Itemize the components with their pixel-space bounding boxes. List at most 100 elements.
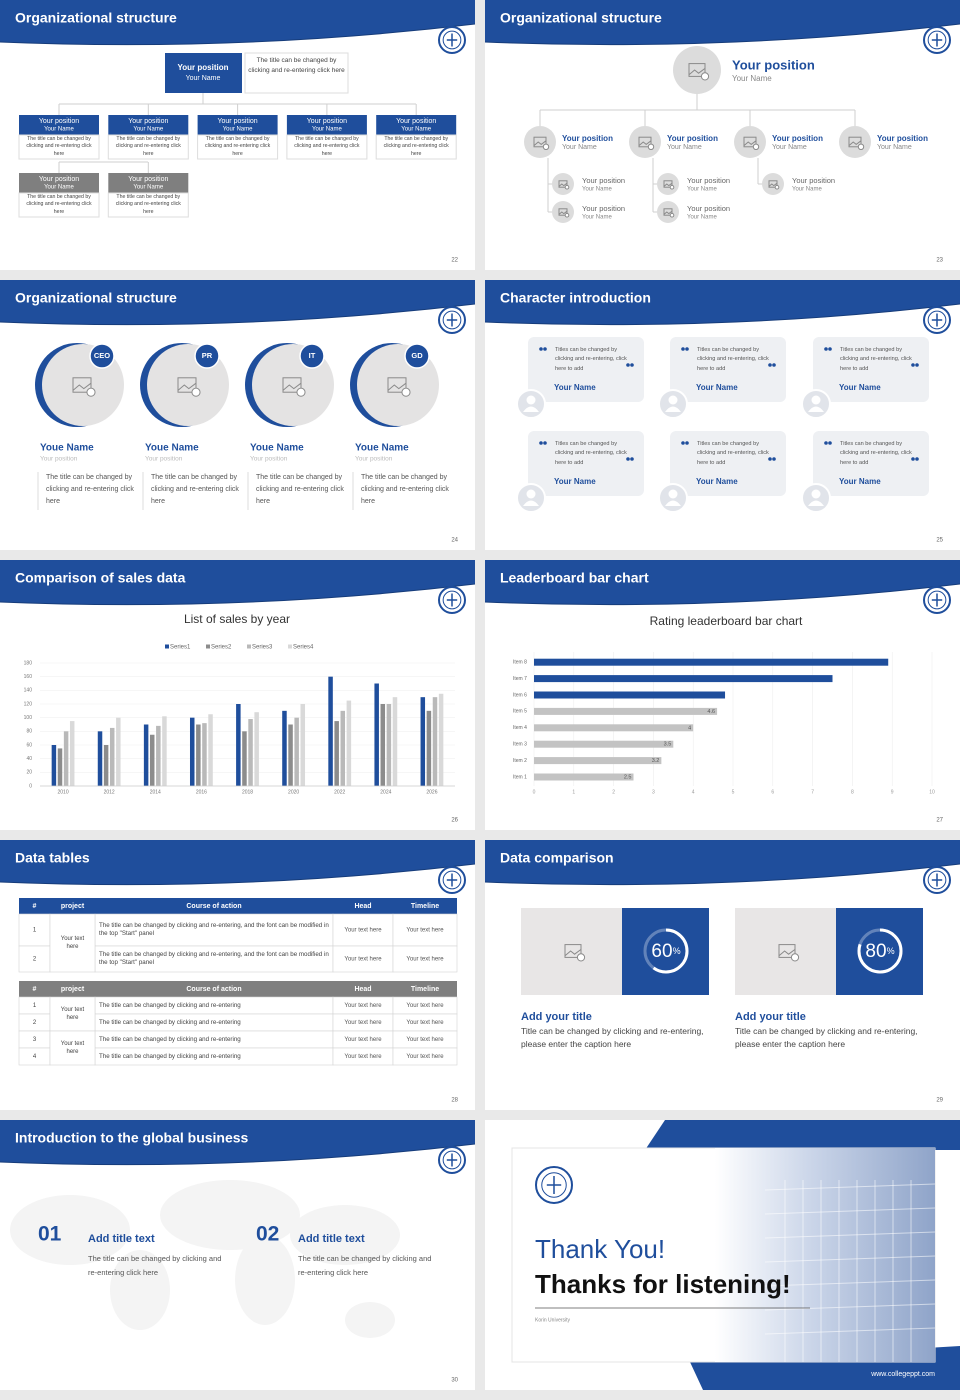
course-of-action-box: The title can be changed by clicking and… [99, 1002, 241, 1009]
position: Your position [582, 204, 625, 213]
header-band [485, 280, 960, 325]
name: Your Name [667, 144, 702, 151]
name: Your Name [133, 185, 163, 191]
stat-unit: % [887, 946, 895, 956]
image-icon [387, 377, 407, 393]
row-number: 1 [33, 928, 37, 934]
table-header [19, 898, 457, 914]
ring-value [643, 928, 689, 974]
project-cell: Your text here [60, 1041, 85, 1055]
logo-mark [931, 873, 943, 887]
quote-mark [681, 441, 685, 445]
position-text: The title can be changed by clicking and… [205, 136, 271, 157]
project-cell-box: Your text here [60, 936, 85, 950]
slide: Introduction to the global business 30 01 A… [0, 1120, 476, 1390]
header-curve [0, 1143, 476, 1166]
item-text: Title can be changed by clicking and re-… [735, 1026, 918, 1049]
card-name: Your Name [839, 477, 881, 486]
avatar [673, 46, 721, 94]
bar [288, 724, 293, 786]
slide-title: Leaderboard bar chart [500, 570, 649, 586]
table-cell [49, 996, 96, 1032]
item-heading: Add your title [521, 1011, 592, 1023]
item-number: 01 [38, 1223, 62, 1246]
bar [420, 697, 426, 786]
course-of-action: The title can be changed by clicking and… [99, 922, 329, 937]
image-icon-mountain [533, 140, 547, 146]
person-text: The title can be changed by clicking and… [361, 474, 449, 505]
image-icon-mountain [282, 382, 302, 391]
slide-background [485, 280, 960, 550]
avatar-head [526, 489, 536, 499]
card [813, 431, 929, 496]
position-text-box: The title can be changed by clicking and… [116, 194, 181, 215]
card-quote: Titles can be changed by clicking and re… [555, 441, 627, 466]
y-tick-label: Item 5 [513, 709, 527, 715]
slide: Thank You! Thanks for listening! Korin Uni… [485, 1120, 960, 1390]
course-of-action-box: The title can be changed by clicking and… [99, 1019, 241, 1026]
position: Your position [772, 134, 823, 143]
page-number: 30 [451, 1378, 458, 1384]
header-curve [0, 583, 476, 606]
badge [404, 343, 430, 369]
bar [202, 723, 207, 786]
position-text-box: The title can be changed by clicking and… [294, 136, 359, 157]
avatar [552, 173, 574, 195]
slide: Character introduction 25 Titles can be ch… [484, 280, 960, 550]
person-text: The title can be changed by clicking and… [256, 474, 344, 505]
avatar [552, 201, 574, 223]
table-header-cell: project [61, 903, 85, 910]
quote-mark [824, 441, 828, 445]
slide: Organizational structure 22 Your position Y… [0, 0, 476, 270]
course-of-action-box: The title can be changed by clicking and… [99, 922, 329, 937]
x-tick-label: 2 [612, 789, 615, 795]
quote-mark [768, 457, 772, 461]
map-shape [290, 1205, 400, 1265]
timeline-cell: Your text here [406, 957, 444, 963]
image-icon-plus [86, 387, 96, 397]
item-number: 02 [256, 1223, 279, 1246]
name: Your Name [877, 144, 912, 151]
header-curve [0, 23, 476, 46]
legend-label: Series4 [293, 645, 314, 651]
head-cell: Your text here [344, 1003, 382, 1009]
image-icon-mountain [688, 68, 706, 76]
value-label: 3.2 [652, 758, 660, 764]
quote-mark [828, 347, 832, 351]
course-of-action-box: The title can be changed by clicking and… [99, 1053, 241, 1060]
bar [63, 731, 69, 786]
table-header-cell: Head [354, 903, 371, 910]
legend-swatch [165, 644, 169, 649]
position-header [19, 173, 99, 193]
bar [162, 716, 167, 786]
quote-mark [539, 441, 543, 445]
bar [346, 700, 352, 786]
legend-swatch [206, 644, 210, 649]
position: Your position [792, 176, 835, 185]
position-header [376, 115, 457, 135]
top-note-box: The title can be changed by clicking and… [248, 57, 344, 74]
project-cell: Your text here [60, 936, 85, 950]
bar [116, 717, 121, 786]
image-icon [177, 377, 197, 393]
legend-label: Series1 [170, 645, 191, 651]
quote-mark [630, 457, 634, 461]
x-tick-label: 1 [572, 789, 575, 795]
quote-mark [768, 363, 772, 367]
image-icon-mountain [743, 140, 757, 146]
name: Your Name [792, 187, 822, 193]
bar [254, 712, 259, 786]
person-name: Youe Name [250, 443, 304, 454]
image-icon-mountain [768, 182, 778, 187]
row-number: 2 [33, 1020, 37, 1026]
quote-mark [824, 347, 828, 351]
x-tick-label: 2012 [104, 789, 115, 795]
image-icon [768, 180, 778, 188]
stat-value: 80 [865, 941, 886, 962]
position-text-box: The title can be changed by clicking and… [26, 136, 91, 157]
avatar-body [523, 500, 539, 506]
image-icon [638, 136, 652, 148]
badge-text: IT [309, 351, 316, 360]
item-text-box: The title can be changed by clicking and… [298, 1254, 431, 1277]
